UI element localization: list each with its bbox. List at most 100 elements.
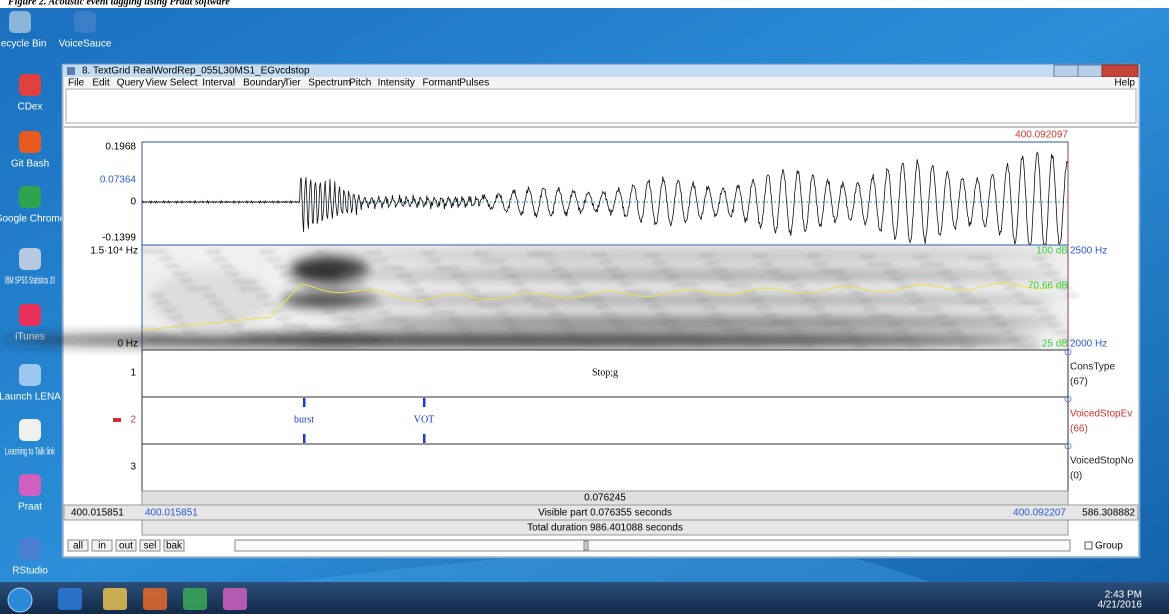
tier[interactable] <box>141 396 1069 445</box>
spectral-speck <box>960 345 975 348</box>
desktop-icon-label[interactable]: RStudio <box>12 566 48 577</box>
desktop-icon[interactable] <box>19 538 41 560</box>
button-label[interactable]: all <box>73 541 83 552</box>
spectral-speck <box>279 273 294 276</box>
desktop-icon[interactable] <box>74 11 96 33</box>
group-label[interactable]: Group <box>1095 541 1123 552</box>
spectral-speck <box>994 323 1009 326</box>
button[interactable] <box>91 539 113 552</box>
scrollbar[interactable] <box>234 539 1071 552</box>
desktop-icon-label[interactable]: VoiceSauce <box>59 39 112 50</box>
desktop-icon[interactable] <box>19 364 41 386</box>
maximize-button[interactable] <box>1077 64 1103 78</box>
boundary-tick-top <box>303 398 306 407</box>
spectral-speck <box>762 314 777 317</box>
menu-item[interactable]: Formant <box>423 78 460 89</box>
taskbar-app[interactable] <box>58 588 82 610</box>
menu-item[interactable]: Tier <box>284 78 302 89</box>
desktop-icon-label[interactable]: Git Bash <box>11 159 49 170</box>
spectral-speck <box>592 253 607 256</box>
desktop-icon-label[interactable]: Google Chrome <box>0 214 66 225</box>
tier[interactable] <box>141 443 1069 492</box>
spectral-speck <box>696 298 711 301</box>
spectral-speck <box>719 276 734 279</box>
scroll-thumb[interactable] <box>583 540 589 551</box>
window-title: 8. TextGrid RealWordRep_055L30MS1_EGvcds… <box>82 66 310 77</box>
spectral-speck <box>884 270 899 273</box>
spectral-speck <box>226 272 241 275</box>
group-checkbox[interactable] <box>1084 541 1093 550</box>
spectral-speck <box>780 321 795 324</box>
desktop-icon-label[interactable]: Launch LENA <box>0 392 61 403</box>
menu-item[interactable]: Boundary <box>243 78 286 89</box>
spectral-speck <box>488 304 503 307</box>
desktop-icon-label[interactable]: CDex <box>17 102 42 113</box>
desktop-icon-label[interactable]: iTunes <box>15 332 45 343</box>
waveform-y-label: -0.1399 <box>102 233 136 244</box>
spectral-speck <box>1004 286 1019 289</box>
desktop-icon[interactable] <box>19 186 41 208</box>
spectral-speck <box>712 269 727 272</box>
caption-bg <box>0 0 1169 8</box>
button-label[interactable]: in <box>98 541 106 552</box>
desktop-icon[interactable] <box>19 419 41 441</box>
spectral-energy <box>0 334 1040 346</box>
menu-item[interactable]: Edit <box>92 78 109 89</box>
spectral-speck <box>991 271 1006 274</box>
desktop-icon[interactable] <box>19 304 41 326</box>
clock-date: 4/21/2016 <box>1098 600 1143 611</box>
close-button[interactable] <box>1101 64 1139 78</box>
desktop-icon[interactable] <box>19 74 41 96</box>
button-label[interactable]: sel <box>144 541 157 552</box>
desktop-icon[interactable] <box>19 248 41 270</box>
spectral-speck <box>847 337 861 339</box>
window-icon <box>67 67 75 75</box>
menu-item[interactable]: Interval <box>202 78 235 89</box>
spectral-speck <box>628 342 643 345</box>
button[interactable] <box>115 539 137 552</box>
desktop-icon[interactable] <box>9 11 31 33</box>
menu-item[interactable]: Pulses <box>459 78 489 89</box>
button[interactable] <box>67 539 89 552</box>
spectral-speck <box>655 313 670 316</box>
menu-item[interactable]: Query <box>117 78 144 89</box>
button-label[interactable]: bak <box>166 541 183 552</box>
taskbar-app[interactable] <box>183 588 207 610</box>
menu-item[interactable]: Intensity <box>378 78 415 89</box>
spectral-speck <box>642 298 657 301</box>
start-button[interactable] <box>7 587 33 613</box>
tier[interactable] <box>141 349 1069 398</box>
tier-marker <box>1064 395 1072 403</box>
menu-item[interactable]: Spectrum <box>308 78 351 89</box>
menu-item[interactable]: Pitch <box>349 78 371 89</box>
menu-help[interactable]: Help <box>1114 78 1135 89</box>
desktop-icon[interactable] <box>19 474 41 496</box>
minimize-button[interactable] <box>1053 64 1079 78</box>
taskbar-app[interactable] <box>103 588 127 610</box>
desktop-icon-label[interactable]: Praat <box>18 502 42 513</box>
spectral-speck <box>853 344 868 347</box>
spectral-speck <box>152 250 167 253</box>
desktop-icon[interactable] <box>19 131 41 153</box>
spectral-speck <box>659 269 673 271</box>
spectral-speck <box>527 253 542 256</box>
spectral-speck <box>947 330 962 333</box>
spectral-speck <box>179 279 194 282</box>
button-label[interactable]: out <box>119 541 133 552</box>
spectral-speck <box>303 288 318 291</box>
spectral-speck <box>253 339 268 342</box>
spectral-speck <box>283 325 297 327</box>
tier-name: VoicedStopEv <box>1070 409 1132 420</box>
desktop-icon-label[interactable]: Recycle Bin <box>0 39 46 50</box>
button[interactable] <box>163 539 185 552</box>
button[interactable] <box>139 539 161 552</box>
menu-item[interactable]: File <box>68 78 85 89</box>
spectral-speck <box>159 257 174 260</box>
text-field[interactable] <box>65 88 1137 124</box>
taskbar-app[interactable] <box>223 588 247 610</box>
taskbar-app[interactable] <box>143 588 167 610</box>
menu-item[interactable]: View <box>145 78 167 89</box>
tier-count: (67) <box>1070 377 1088 388</box>
menu-item[interactable]: Select <box>170 78 198 89</box>
spectral-speck <box>571 290 586 293</box>
